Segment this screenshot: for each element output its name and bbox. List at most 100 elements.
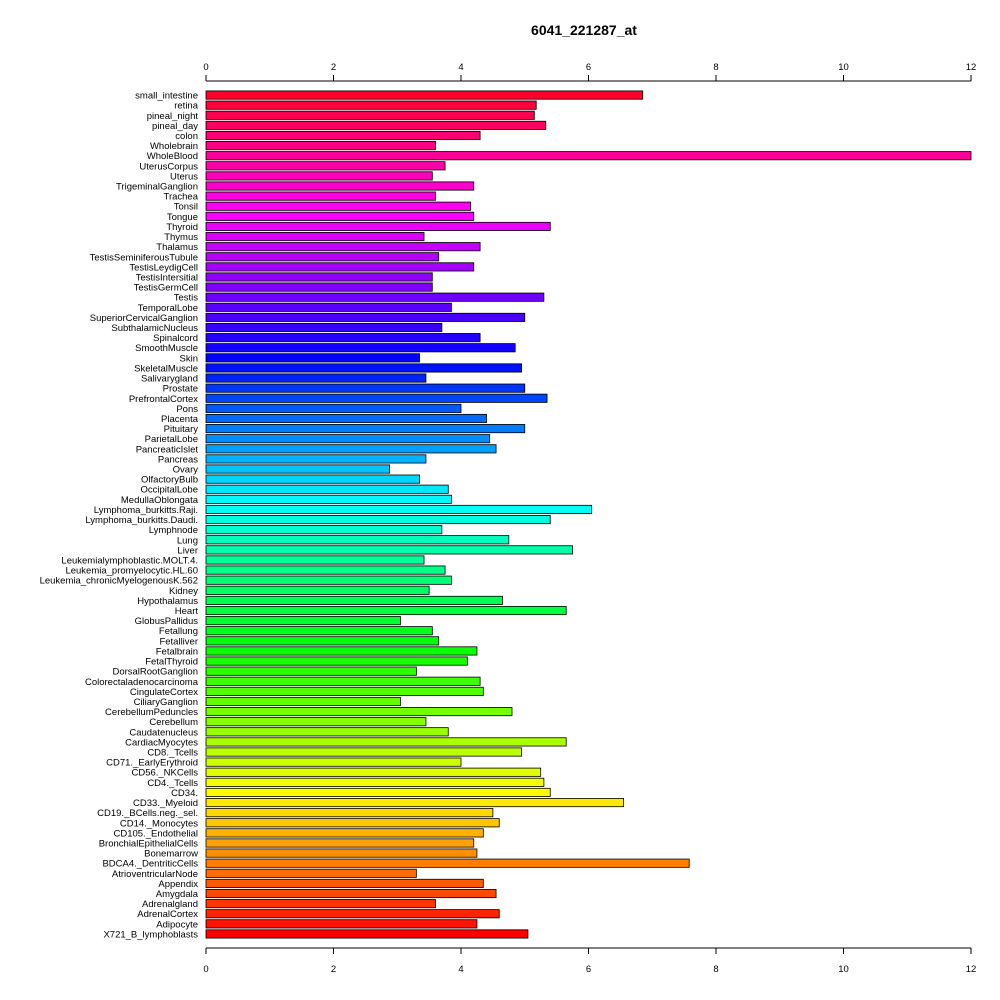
bar bbox=[205, 484, 449, 494]
bar bbox=[205, 686, 484, 696]
bar bbox=[205, 595, 503, 605]
bar bbox=[205, 90, 644, 100]
category-label: Caudatenucleus bbox=[129, 727, 198, 738]
bar bbox=[205, 787, 551, 797]
category-label: FetalThyroid bbox=[145, 657, 198, 668]
category-label: Thyroid bbox=[166, 222, 198, 233]
category-label: WholeBlood bbox=[147, 151, 198, 162]
bar bbox=[205, 434, 491, 444]
bar bbox=[205, 515, 551, 525]
bar bbox=[205, 707, 513, 717]
bar bbox=[205, 161, 446, 171]
tick-label: 6 bbox=[586, 62, 591, 73]
category-label: ParietalLobe bbox=[145, 434, 198, 445]
category-label: BDCA4._DentriticCells bbox=[102, 859, 198, 870]
bar bbox=[205, 767, 542, 777]
category-label: TestisLeydigCell bbox=[129, 262, 198, 273]
category-label: Tongue bbox=[167, 212, 198, 223]
bar bbox=[205, 919, 478, 929]
bar bbox=[205, 747, 522, 757]
bar bbox=[205, 525, 443, 535]
category-label: Lymphoma_burkitts.Raji. bbox=[94, 505, 198, 516]
bar bbox=[205, 211, 475, 221]
category-label: Thalamus bbox=[156, 242, 198, 253]
bar bbox=[205, 262, 475, 272]
bar bbox=[205, 221, 551, 231]
bar bbox=[205, 494, 452, 504]
category-label: Spinalcord bbox=[153, 333, 198, 344]
tick-label: 4 bbox=[458, 62, 463, 73]
bar bbox=[205, 413, 487, 424]
category-label: CerebellumPeduncles bbox=[105, 707, 198, 718]
category-label: pineal_night bbox=[147, 111, 199, 122]
category-label: TemporalLobe bbox=[138, 303, 198, 314]
bar bbox=[205, 838, 475, 848]
tick-label: 0 bbox=[203, 964, 208, 975]
category-label: Fetalliver bbox=[159, 636, 198, 647]
bar bbox=[205, 252, 440, 262]
bar bbox=[205, 858, 690, 868]
bar bbox=[205, 585, 430, 595]
category-label: Pancreas bbox=[158, 454, 198, 465]
bar bbox=[205, 676, 481, 686]
category-label: AtrioventricularNode bbox=[112, 869, 198, 880]
category-label: Trachea bbox=[164, 192, 199, 203]
category-label: Testis bbox=[174, 293, 199, 304]
bar bbox=[205, 383, 526, 393]
category-label: Amygdala bbox=[156, 889, 199, 900]
category-label: Hypothalamus bbox=[137, 596, 198, 607]
bar bbox=[205, 373, 427, 383]
bar bbox=[205, 333, 481, 343]
bar bbox=[205, 808, 494, 818]
category-label: pineal_day bbox=[152, 121, 198, 132]
bar bbox=[205, 322, 443, 333]
bar bbox=[205, 141, 436, 151]
category-label: SubthalamicNucleus bbox=[111, 323, 198, 334]
bar bbox=[205, 605, 567, 616]
bar bbox=[205, 727, 449, 737]
bar bbox=[205, 120, 547, 130]
bar bbox=[205, 444, 497, 454]
bar bbox=[205, 696, 401, 707]
bar bbox=[205, 878, 484, 888]
category-label: Bonemarrow bbox=[144, 849, 198, 860]
category-label: Leukemia_chronicMyelogenousK.562 bbox=[40, 576, 198, 587]
bar bbox=[205, 272, 433, 282]
category-label: SuperiorCervicalGanglion bbox=[90, 313, 198, 324]
category-label: Adipocyte bbox=[156, 919, 198, 930]
category-label: CD56._NKCells bbox=[131, 768, 198, 779]
tick-label: 6 bbox=[586, 964, 591, 975]
bar bbox=[205, 201, 471, 211]
category-label: Skin bbox=[180, 353, 198, 364]
bar bbox=[205, 191, 436, 201]
category-label: retina bbox=[174, 101, 198, 112]
tick-label: 12 bbox=[966, 964, 977, 975]
chart-title: 6041_221287_at bbox=[531, 22, 637, 38]
tick-label: 0 bbox=[203, 62, 208, 73]
category-label: Placenta bbox=[161, 414, 199, 425]
bar bbox=[205, 888, 497, 899]
category-label: Thymus bbox=[164, 232, 198, 243]
bar bbox=[205, 545, 573, 555]
category-label: CD4._Tcells bbox=[147, 778, 198, 789]
bar bbox=[205, 504, 593, 514]
bar bbox=[205, 929, 529, 939]
bar bbox=[205, 626, 433, 636]
bar bbox=[205, 868, 417, 878]
category-label: Fetalbrain bbox=[156, 646, 198, 657]
category-label: TrigeminalGanglion bbox=[116, 182, 198, 193]
category-label: Salivarygland bbox=[141, 374, 198, 385]
tick-label: 8 bbox=[713, 964, 718, 975]
bar bbox=[205, 828, 484, 838]
category-label: Leukemialymphoblastic.MOLT.4. bbox=[61, 555, 198, 566]
bar bbox=[205, 171, 433, 181]
category-label: CD33._Myeloid bbox=[133, 798, 198, 809]
category-label: colon bbox=[175, 131, 198, 142]
tick-label: 10 bbox=[838, 62, 849, 73]
category-label: Kidney bbox=[169, 586, 198, 597]
category-label: Pons bbox=[176, 404, 198, 415]
category-labels: small_intestineretinapineal_nightpineal_… bbox=[40, 91, 199, 941]
category-label: OlfactoryBulb bbox=[141, 475, 198, 486]
bar bbox=[205, 403, 462, 413]
